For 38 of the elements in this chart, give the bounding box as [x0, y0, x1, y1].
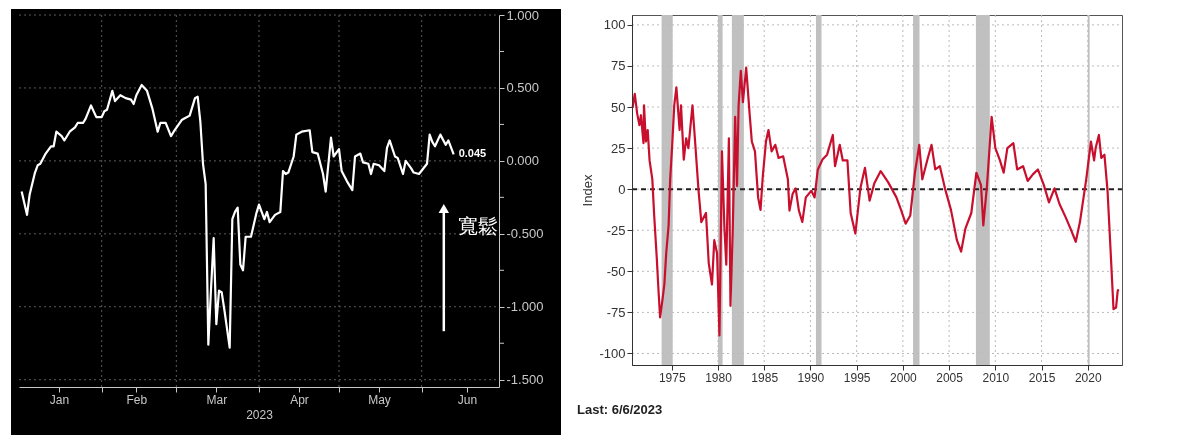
line-series — [20, 83, 455, 349]
x-tick-label: Jun — [457, 392, 478, 407]
x-tick-label: 1985 — [751, 370, 779, 385]
y-tick-label: -0.500 — [506, 226, 544, 242]
y-tick-label: 0.500 — [506, 80, 540, 96]
y-tick-label: -1.500 — [506, 372, 544, 388]
annotation: 0.045 — [458, 147, 487, 160]
x-axis-title: 2023 — [246, 407, 274, 422]
x-tick-label: May — [368, 392, 391, 407]
y-tick-label: 1.000 — [506, 7, 540, 23]
y-tick-label: 25 — [611, 140, 626, 156]
text: Last: 6/6/2023 — [577, 402, 663, 417]
y-tick-label: -75 — [606, 304, 626, 320]
x-tick-label: 2000 — [890, 370, 918, 385]
annotation: 寬鬆 — [457, 214, 498, 239]
y-tick-label: 75 — [611, 58, 626, 74]
y-axis-title: Index — [580, 174, 596, 207]
x-tick-label: 2005 — [936, 370, 964, 385]
y-tick-label: -50 — [606, 263, 626, 279]
line-series — [631, 66, 1120, 337]
x-tick-label: 1990 — [797, 370, 825, 385]
x-tick-label: Apr — [290, 392, 309, 407]
y-tick-label: 0.000 — [506, 153, 540, 169]
x-tick-label: 1995 — [843, 370, 871, 385]
x-tick-label: Mar — [206, 392, 228, 407]
y-tick-label: 100 — [603, 17, 626, 33]
x-tick-label: 2015 — [1028, 370, 1056, 385]
y-tick-label: -1.000 — [506, 299, 544, 315]
y-tick-label: 50 — [611, 99, 626, 115]
x-tick-label: 1975 — [658, 370, 686, 385]
y-tick-label: -25 — [606, 222, 626, 238]
x-tick-label: 1980 — [705, 370, 733, 385]
x-tick-label: Feb — [126, 392, 148, 407]
y-tick-label: 0 — [618, 181, 626, 197]
y-tick-label: -100 — [599, 346, 626, 361]
x-tick-label: 2020 — [1074, 370, 1102, 385]
x-tick-label: Jan — [49, 392, 70, 407]
x-tick-label: 2010 — [982, 370, 1010, 385]
